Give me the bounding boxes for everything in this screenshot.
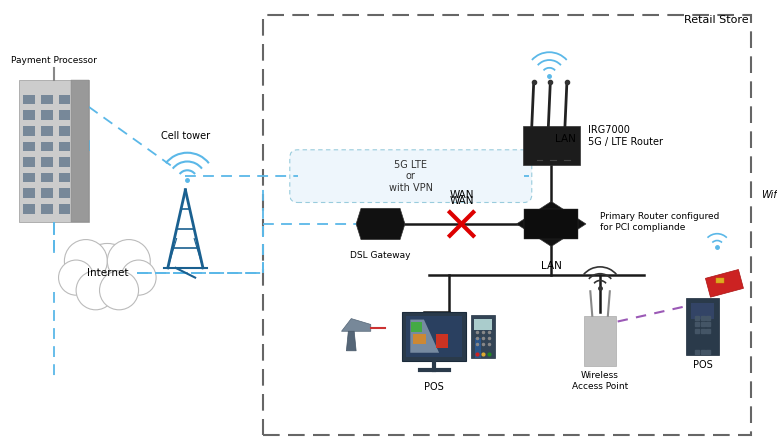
Bar bbox=[23, 188, 35, 198]
Bar bbox=[23, 110, 35, 120]
Polygon shape bbox=[517, 202, 586, 246]
Bar bbox=[19, 80, 89, 222]
Bar bbox=[58, 157, 70, 167]
Text: LAN: LAN bbox=[556, 134, 577, 144]
Text: LAN: LAN bbox=[541, 261, 562, 271]
Bar bbox=[58, 95, 70, 104]
Bar bbox=[41, 142, 53, 151]
Bar bbox=[41, 188, 53, 198]
Text: Cell tower: Cell tower bbox=[161, 131, 210, 141]
Bar bbox=[523, 127, 580, 166]
Bar bbox=[41, 173, 53, 182]
Text: Wifi: Wifi bbox=[761, 190, 777, 200]
Text: Wireless
Access Point: Wireless Access Point bbox=[572, 371, 628, 391]
Circle shape bbox=[76, 271, 115, 310]
Text: DSL Gateway: DSL Gateway bbox=[350, 251, 411, 260]
Polygon shape bbox=[347, 331, 356, 351]
Text: WAN: WAN bbox=[449, 196, 474, 206]
Bar bbox=[691, 303, 714, 319]
Bar bbox=[41, 204, 53, 214]
Bar bbox=[41, 110, 53, 120]
Bar bbox=[402, 312, 466, 361]
Circle shape bbox=[78, 243, 137, 302]
Bar bbox=[58, 110, 70, 120]
Bar bbox=[436, 334, 448, 348]
Bar bbox=[584, 316, 615, 366]
Bar bbox=[41, 126, 53, 136]
Text: Internet: Internet bbox=[86, 268, 128, 278]
Bar bbox=[58, 173, 70, 182]
Bar bbox=[474, 319, 492, 330]
Circle shape bbox=[107, 240, 150, 282]
Polygon shape bbox=[342, 319, 371, 331]
Bar bbox=[413, 334, 427, 344]
Text: WAN: WAN bbox=[449, 190, 474, 199]
Bar bbox=[23, 173, 35, 182]
Bar bbox=[476, 338, 481, 357]
Polygon shape bbox=[410, 320, 439, 353]
Circle shape bbox=[64, 240, 107, 282]
Bar bbox=[58, 142, 70, 151]
Circle shape bbox=[121, 260, 156, 295]
Bar bbox=[524, 209, 578, 238]
Text: IRG7000
5G / LTE Router: IRG7000 5G / LTE Router bbox=[588, 125, 664, 147]
Bar bbox=[23, 95, 35, 104]
Bar bbox=[41, 157, 53, 167]
Text: POS: POS bbox=[424, 382, 444, 392]
Bar bbox=[58, 204, 70, 214]
Bar bbox=[23, 126, 35, 136]
Text: 5G LTE
or
with VPN: 5G LTE or with VPN bbox=[388, 159, 433, 193]
Bar bbox=[71, 80, 89, 222]
Bar bbox=[472, 315, 495, 357]
Polygon shape bbox=[706, 270, 744, 297]
Circle shape bbox=[58, 260, 94, 295]
Text: Payment Processor: Payment Processor bbox=[11, 56, 96, 65]
Polygon shape bbox=[356, 208, 405, 240]
Bar bbox=[41, 95, 53, 104]
Text: Retail Store: Retail Store bbox=[684, 15, 748, 25]
Bar bbox=[263, 15, 751, 435]
FancyBboxPatch shape bbox=[290, 150, 531, 202]
Text: POS: POS bbox=[692, 360, 713, 369]
Bar bbox=[411, 322, 423, 332]
Bar bbox=[23, 142, 35, 151]
Circle shape bbox=[99, 271, 138, 310]
Bar bbox=[406, 316, 462, 357]
Bar bbox=[23, 204, 35, 214]
Bar bbox=[686, 298, 719, 355]
Bar bbox=[716, 278, 724, 283]
Text: Primary Router configured
for PCI compliande: Primary Router configured for PCI compli… bbox=[600, 212, 720, 232]
Bar bbox=[58, 188, 70, 198]
Bar bbox=[58, 126, 70, 136]
Bar bbox=[23, 157, 35, 167]
